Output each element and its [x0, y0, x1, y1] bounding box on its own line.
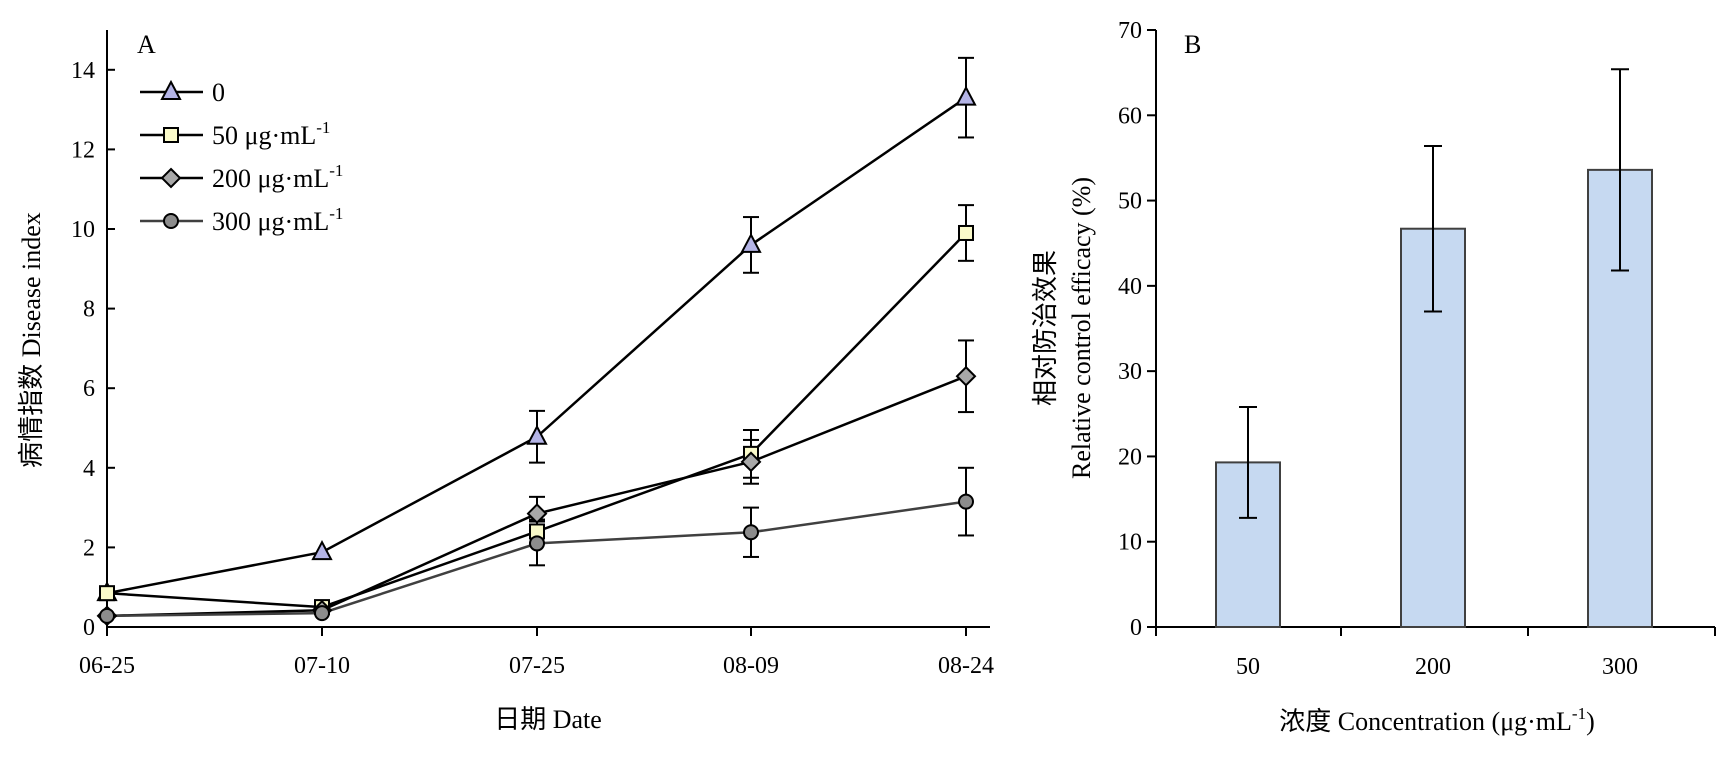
- panel-a-y-tick-label: 10: [71, 217, 95, 243]
- panel-a-y-tick-label: 12: [71, 137, 95, 163]
- panel-a-y-tick-label: 2: [83, 535, 95, 561]
- legend-label-text: 50 μg·mL: [212, 121, 316, 150]
- panel-a-y-tick-label: 0: [83, 615, 95, 641]
- panel-b-x-axis-title: 浓度 Concentration (μg·mL-1): [1279, 704, 1595, 736]
- panel-a-y-axis-title: 病情指数 Disease index: [17, 212, 46, 468]
- data-point: [743, 524, 759, 541]
- data-point: [99, 607, 115, 624]
- legend-marker: [160, 79, 182, 100]
- legend-label: 300 μg·mL-1: [212, 204, 343, 236]
- panel-a-x-tick-label: 08-09: [723, 653, 779, 679]
- legend-label: 0: [212, 78, 225, 107]
- panel-a-x-tick-label: 07-10: [294, 653, 350, 679]
- panel-a-label: A: [137, 30, 156, 59]
- legend-marker: [163, 127, 179, 143]
- panel-b-x-tick-label: 50: [1236, 654, 1260, 680]
- panel-a-y-tick-label: 8: [83, 297, 95, 323]
- legend-label-superscript: -1: [316, 118, 330, 137]
- data-point: [311, 540, 333, 561]
- data-point: [740, 451, 762, 473]
- data-point: [958, 224, 974, 241]
- legend-marker: [160, 167, 182, 189]
- panel-b-y-tick-label: 10: [1118, 530, 1142, 556]
- panel-a-line-chart: 0 2 4 6 8 10 12 14 06-25 07-10 07-25 08-09 08-24 0 5…: [17, 30, 994, 734]
- legend-label-text: 200 μg·mL: [212, 164, 329, 193]
- panel-a-x-tick-label: 07-25: [509, 653, 565, 679]
- legend-label: 200 μg·mL-1: [212, 161, 343, 193]
- panel-a-x-axis-title: 日期 Date: [494, 705, 602, 734]
- panel-a-y-tick-label: 14: [71, 58, 95, 84]
- panel-b-y-axis-title-line1: 相对防治效果: [1031, 250, 1060, 406]
- panel-b-y-tick-label: 20: [1118, 444, 1142, 470]
- panel-b-x-tick-label: 300: [1602, 654, 1638, 680]
- panel-a-x-tick-label: 08-24: [938, 653, 994, 679]
- data-point: [529, 535, 545, 552]
- data-point: [314, 605, 330, 622]
- legend-label: 50 μg·mL-1: [212, 118, 330, 150]
- data-point: [955, 365, 977, 387]
- panel-b-y-tick-label: 70: [1118, 18, 1142, 44]
- panel-b-y-tick-label: 50: [1118, 189, 1142, 215]
- panel-b-label: B: [1184, 30, 1201, 59]
- panel-b-y-tick-label: 60: [1118, 103, 1142, 129]
- data-point: [740, 232, 762, 253]
- panel-a-y-tick-label: 6: [83, 376, 95, 402]
- panel-a-x-tick-label: 06-25: [79, 653, 135, 679]
- legend-marker: [163, 213, 179, 229]
- panel-a-y-tick-label: 4: [83, 456, 95, 482]
- panel-b-y-axis-title-line2: Relative control efficacy (%): [1067, 177, 1096, 479]
- panel-b-x-tick-label: 200: [1415, 654, 1451, 680]
- legend-label-text: 0: [212, 78, 225, 107]
- legend-label-superscript: -1: [329, 161, 343, 180]
- legend-label-superscript: -1: [329, 204, 343, 223]
- panel-b-y-tick-label: 30: [1118, 359, 1142, 385]
- data-point: [955, 85, 977, 106]
- panel-b-y-tick-label: 0: [1130, 615, 1142, 641]
- panel-b-bar-chart: 0 10 20 30 40 50 60 70 50 200 300 B 浓度 Concentrat…: [1031, 18, 1716, 736]
- data-point: [99, 585, 115, 602]
- data-point: [526, 503, 548, 524]
- data-point: [526, 424, 548, 445]
- data-point: [958, 493, 974, 510]
- legend-label-text: 300 μg·mL: [212, 207, 329, 236]
- panel-b-y-tick-label: 40: [1118, 274, 1142, 300]
